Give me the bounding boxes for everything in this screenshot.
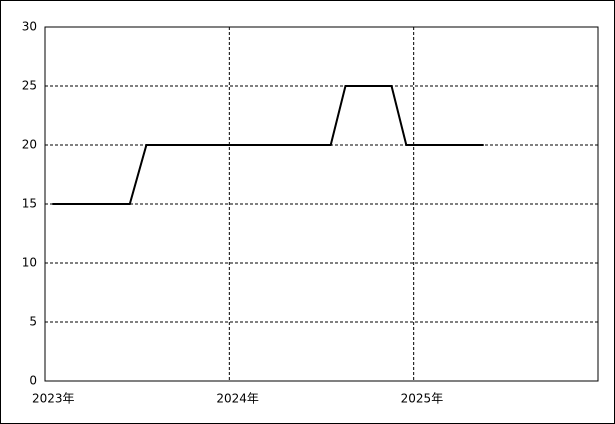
y-tick-label: 0 — [29, 374, 37, 388]
y-tick-label: 30 — [22, 20, 37, 34]
y-tick-label: 20 — [22, 138, 37, 152]
y-tick-label: 25 — [22, 79, 37, 93]
y-tick-label: 5 — [29, 315, 37, 329]
line — [52, 85, 484, 205]
y-tick-label: 15 — [22, 197, 37, 211]
y-tick-label: 10 — [22, 256, 37, 270]
x-tick-label: 2025年 — [401, 392, 444, 406]
x-tick-label: 2024年 — [216, 392, 259, 406]
x-tick-label: 2023年 — [32, 392, 75, 406]
plot-area — [44, 26, 599, 382]
